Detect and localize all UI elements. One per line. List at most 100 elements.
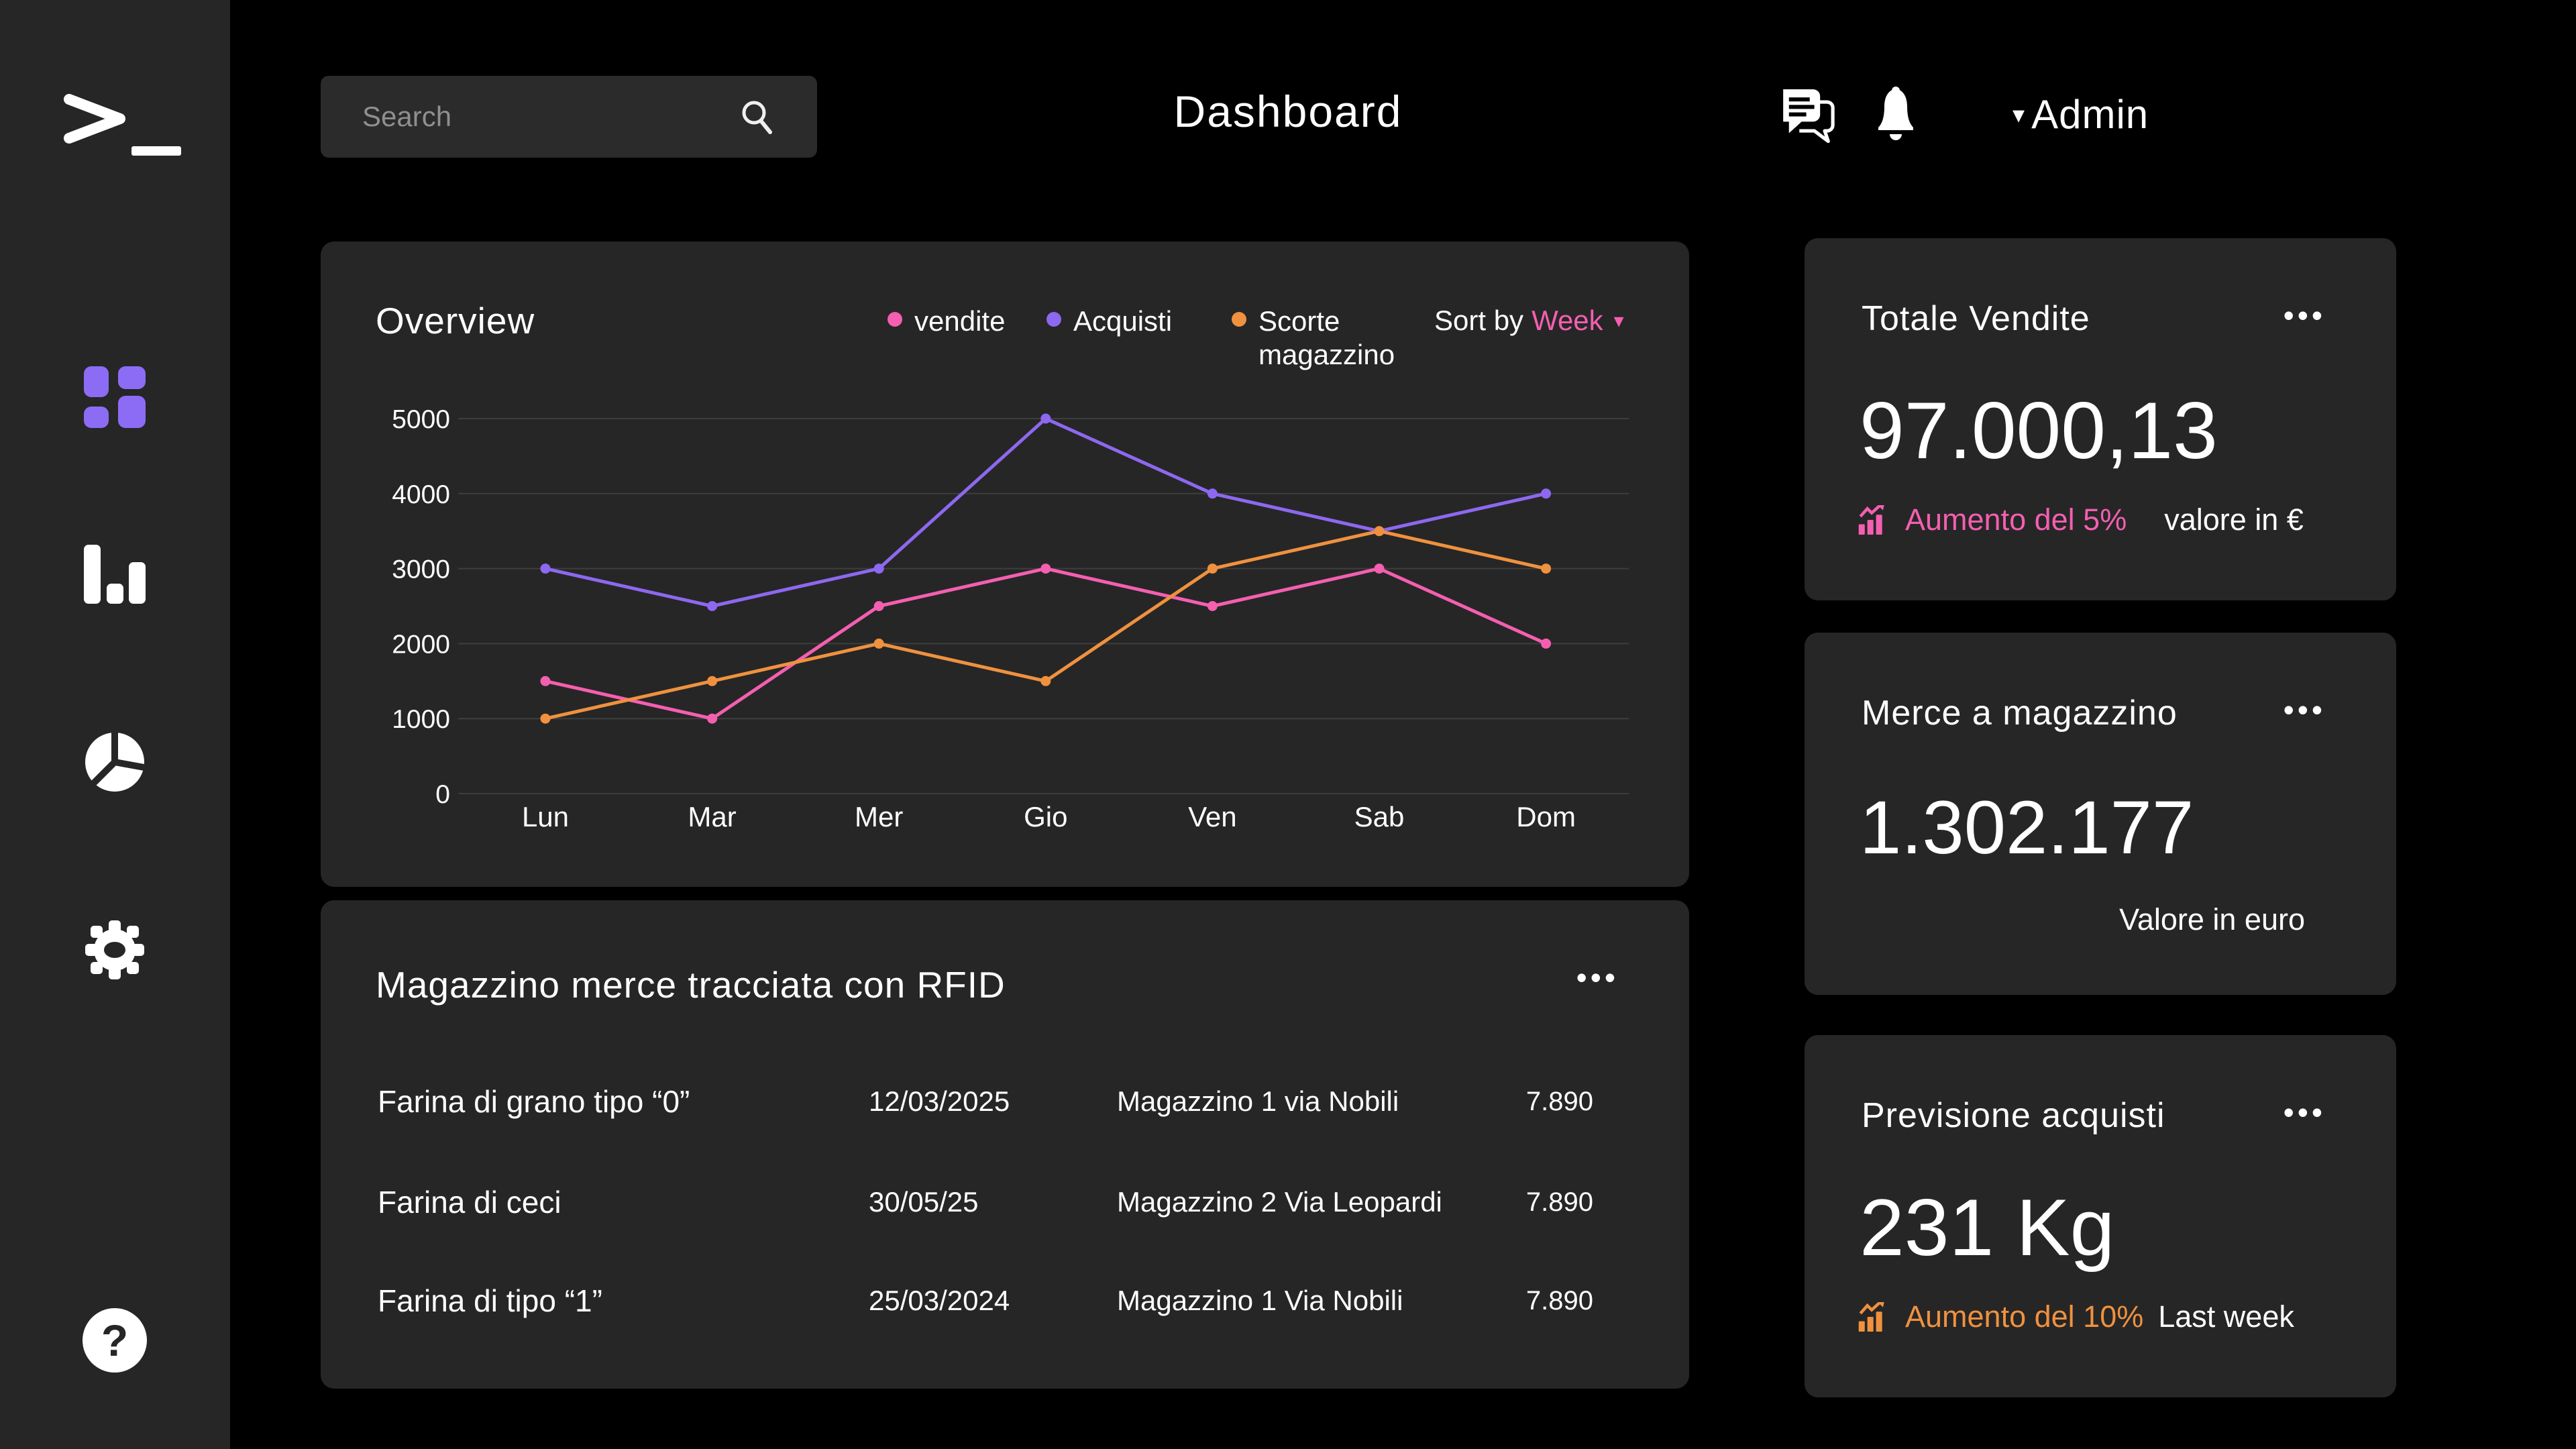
chart-point [540,713,551,724]
y-axis-tick-label: 3000 [392,555,450,584]
chart-point [1541,564,1552,574]
table-row[interactable]: Farina di tipo “1” 25/03/2024 Magazzino … [321,1269,1689,1333]
chart-point [1374,526,1385,537]
table-menu-button[interactable]: ••• [1576,960,1619,995]
chart-point [873,638,884,649]
kpi-card-totale-vendite: Totale Vendite ••• 97.000,13 Aumento del… [1805,238,2396,600]
kpi-value: 1.302.177 [1860,786,2194,869]
table-row[interactable]: Farina di ceci 30/05/25 Magazzino 2 Via … [321,1170,1689,1234]
kpi-note: Last week [2158,1299,2294,1334]
x-axis-tick-label: Sab [1354,801,1405,833]
trend-up-icon [1858,1302,1890,1332]
sidebar: ? [0,0,230,1449]
chart-point [873,564,884,574]
legend-label: vendite [914,305,1006,337]
messages-button[interactable] [1780,85,1837,148]
user-label: Admin [2031,92,2149,137]
y-axis-tick-label: 2000 [392,630,450,659]
table-row[interactable]: Farina di grano tipo “0” 12/03/2025 Maga… [321,1069,1689,1134]
legend-label: Acquisti [1073,305,1173,337]
pie-chart-icon [84,731,146,796]
legend-item: Scorte magazzino [1232,305,1403,372]
y-axis-tick-label: 4000 [392,480,450,509]
overview-title: Overview [376,300,535,341]
chart-point [1040,564,1051,574]
x-axis-tick-label: Ven [1188,801,1236,833]
table-title: Magazzino merce tracciata con RFID [376,964,1006,1006]
dashboard-grid-icon [84,366,146,431]
y-axis-tick-label: 0 [435,780,450,809]
x-axis-tick-label: Dom [1516,801,1576,833]
legend-label: Scorte magazzino [1258,305,1395,370]
chart-point [707,601,718,611]
sort-by-label: Sort by [1434,305,1524,336]
kpi-title: Merce a magazzino [1862,694,2178,733]
kpi-value: 97.000,13 [1860,386,2218,476]
bar-chart-icon [84,544,146,607]
kpi-value: 231 Kg [1860,1183,2115,1273]
sort-by-control[interactable]: Sort by Week ▾ [1434,305,1624,337]
search-box [321,76,817,158]
page-title: Dashboard [1173,87,1403,136]
chart-point [1541,638,1552,649]
sidebar-item-help[interactable]: ? [74,1301,155,1382]
help-icon: ? [81,1307,148,1377]
kpi-menu-button[interactable]: ••• [2283,298,2326,333]
x-axis-tick-label: Gio [1024,801,1067,833]
kpi-menu-button[interactable]: ••• [2283,1095,2326,1130]
kpi-card-previsione-acquisti: Previsione acquisti ••• 231 Kg Aumento d… [1805,1035,2396,1397]
search-icon [738,98,775,139]
x-axis-tick-label: Lun [522,801,569,833]
svg-text:?: ? [101,1316,128,1365]
chart-point [873,601,884,611]
chart-point [707,713,718,724]
quantity-cell: 7.890 [1525,1285,1593,1316]
legend-dot-icon [1232,312,1246,327]
chart-point [1207,488,1218,499]
caret-down-icon: ▾ [1613,309,1624,332]
chart-point [1040,676,1051,686]
location-cell: Magazzino 1 via Nobili [1117,1085,1399,1117]
legend-item: Acquisti [1046,305,1172,338]
chart-line [545,417,1547,608]
sidebar-item-settings[interactable] [74,911,155,991]
chat-icon [1780,89,1837,148]
user-menu[interactable]: ▾ Admin [2012,91,2149,138]
legend-dot-icon [888,312,902,327]
chart-point [1040,413,1051,424]
chart-point [1207,601,1218,611]
kpi-note: Valore in euro [2119,902,2305,936]
chart-point [707,676,718,686]
kpi-title: Previsione acquisti [1862,1096,2165,1135]
trend-up-icon [1858,505,1890,535]
date-cell: 25/03/2024 [869,1285,1010,1316]
overview-card: 0 1000 2000 3000 4000 5000 Lun Mar Mer Gio Ven Sab D… [321,241,1689,887]
chart-point [540,564,551,574]
chart-point [1207,564,1218,574]
date-cell: 12/03/2025 [869,1085,1010,1117]
quantity-cell: 7.890 [1525,1187,1593,1217]
sort-by-value: Week [1532,305,1603,336]
product-cell: Farina di ceci [378,1185,561,1220]
bell-icon [1874,87,1917,148]
search-input[interactable] [321,76,817,158]
x-axis-tick-label: Mer [855,801,903,833]
sidebar-item-analytics[interactable] [74,535,155,616]
terminal-logo-icon [64,94,184,164]
sidebar-item-dashboard[interactable] [74,358,155,439]
gear-icon [84,919,146,984]
trend-label: Aumento del 5% [1905,502,2127,537]
notifications-button[interactable] [1874,85,1917,148]
product-cell: Farina di tipo “1” [378,1283,602,1318]
rfid-table-card: Magazzino merce tracciata con RFID ••• F… [321,900,1689,1389]
kpi-menu-button[interactable]: ••• [2283,692,2326,727]
location-cell: Magazzino 2 Via Leopardi [1117,1186,1442,1218]
trend-label: Aumento del 10% [1905,1299,2144,1334]
caret-down-icon: ▾ [2012,100,2025,128]
sidebar-item-reports[interactable] [74,723,155,804]
kpi-title: Totale Vendite [1862,299,2090,338]
legend-item: vendite [888,305,1005,338]
chart-point [1374,564,1385,574]
kpi-note: valore in € [2164,502,2304,537]
chart-point [1541,488,1552,499]
